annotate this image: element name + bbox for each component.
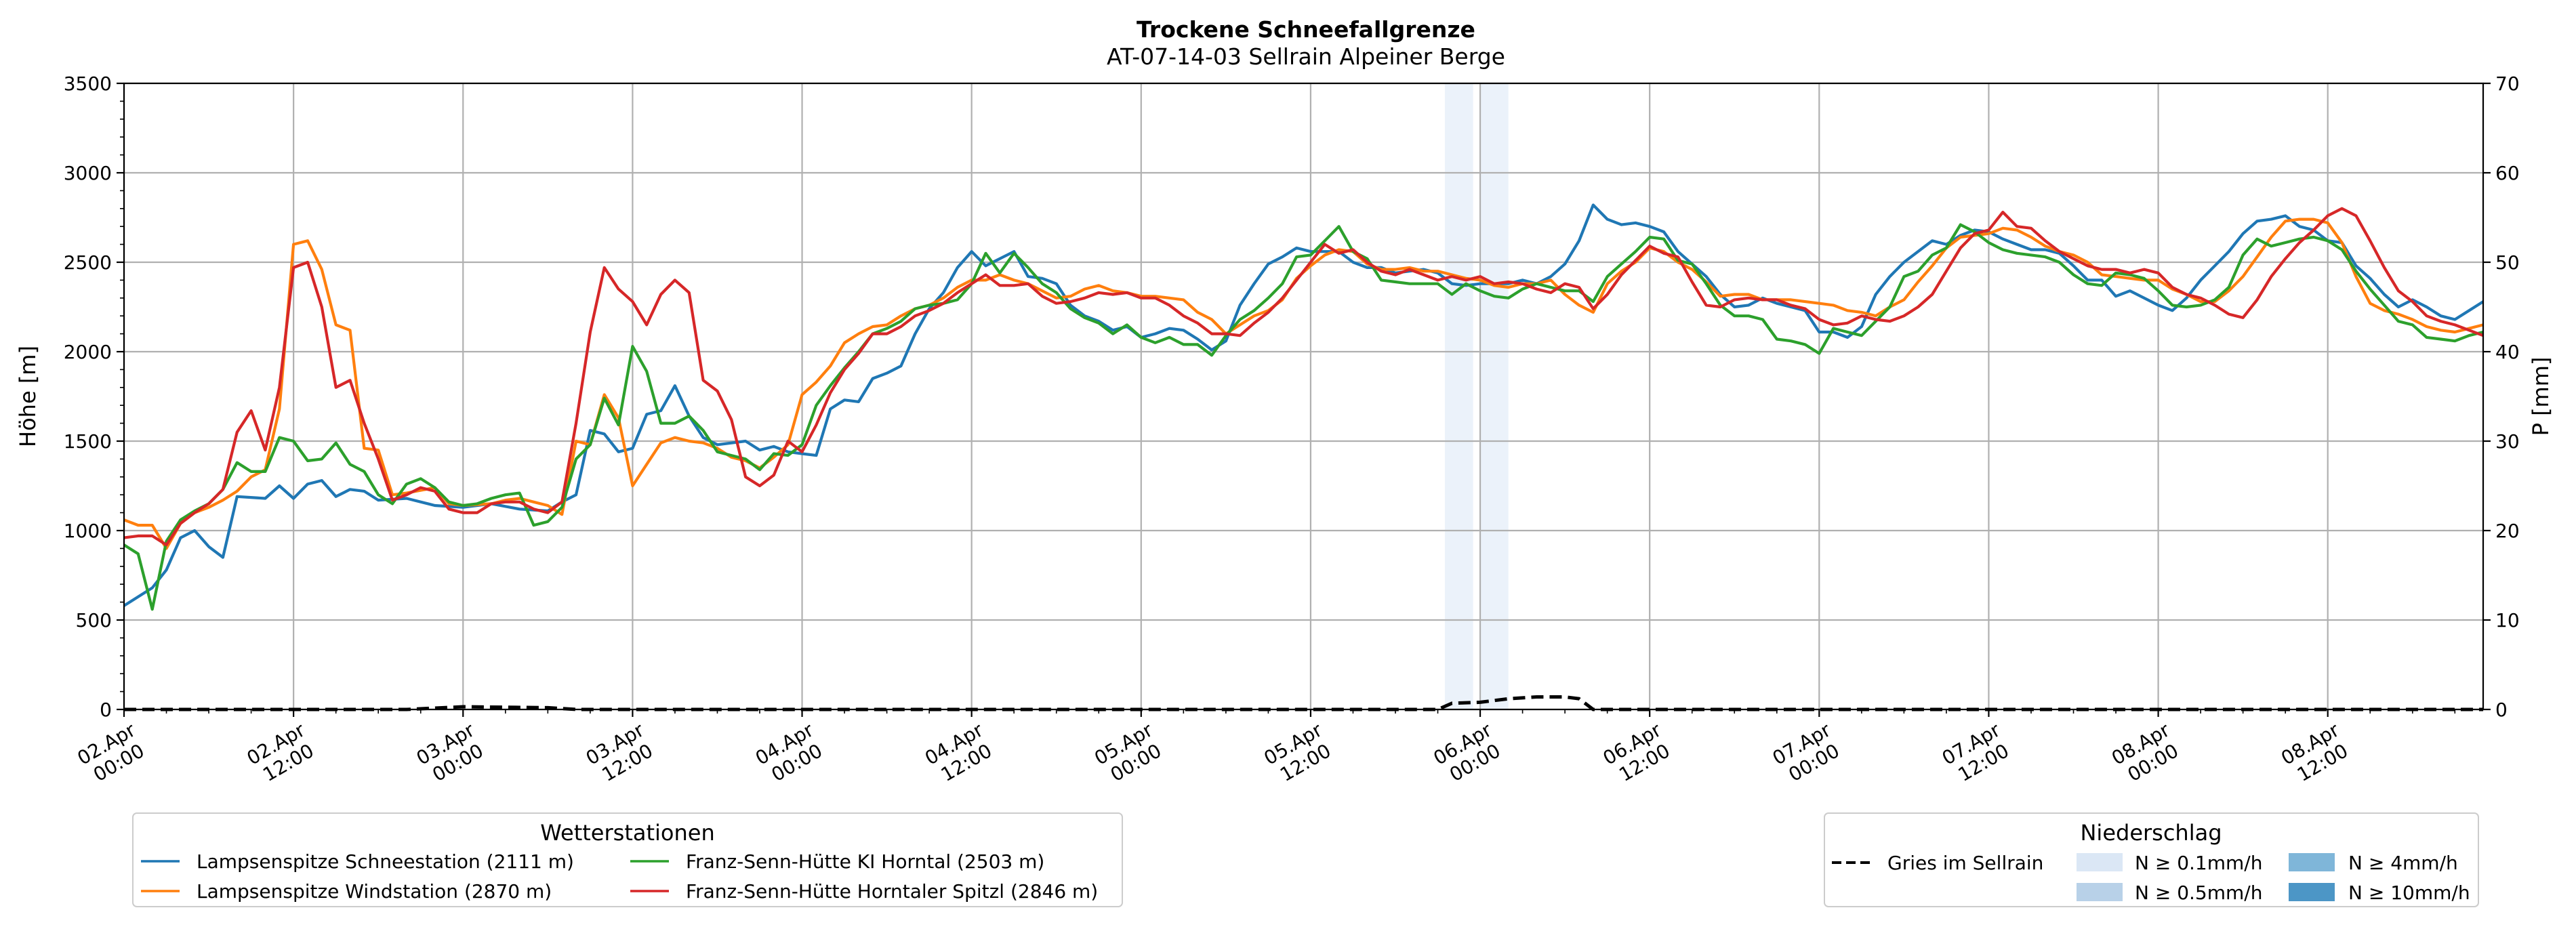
series-line-3 [123, 207, 2484, 547]
y-tick-label-2: 1000 [64, 520, 112, 542]
series-line-0 [123, 203, 2485, 607]
legend-label-n-0.1: N ≥ 0.1mm/h [2135, 852, 2262, 874]
legend-stations-title: Wetterstationen [540, 820, 714, 846]
legend-swatch-n-0.5 [2077, 883, 2123, 901]
y2-tick-label-1: 10 [2495, 609, 2520, 632]
y2-tick-label-7: 70 [2495, 73, 2520, 95]
chart-subtitle: AT-07-14-03 Sellrain Alpeiner Berge [1107, 43, 1505, 70]
legend-label-franz-senn-horntal: Franz-Senn-Hütte KI Horntal (2503 m) [686, 850, 1044, 873]
y-tick-label-3: 1500 [64, 430, 112, 453]
legend-stations: Wetterstationen Lampsenspitze Schneestat… [132, 812, 1123, 907]
legend-precipitation: Niederschlag Gries im Sellrain N ≥ 0.1mm… [1824, 812, 2479, 907]
series-line-2 [123, 223, 2484, 611]
legend-swatch-n-4 [2289, 853, 2335, 871]
precipitation-bands [1444, 83, 1509, 709]
y2-tick-label-3: 30 [2495, 430, 2520, 453]
legend-label-franz-senn-spitzl: Franz-Senn-Hütte Horntaler Spitzl (2846 … [686, 880, 1098, 903]
precip-band-0 [1444, 83, 1473, 709]
y-tick-label-6: 3000 [64, 162, 112, 184]
y-axis-label: Höhe [m] [15, 346, 41, 447]
legend-label-gries-im-sellrain: Gries im Sellrain [1887, 852, 2043, 874]
y-tick-label-4: 2000 [64, 341, 112, 363]
chart-title: Trockene Schneefallgrenze [1137, 16, 1475, 43]
plot-frame [123, 82, 2485, 711]
grid-lines [123, 82, 2483, 711]
y-tick-label-5: 2500 [64, 251, 112, 274]
legend-swatch-n-10 [2289, 883, 2335, 901]
y2-tick-label-0: 0 [2495, 699, 2508, 721]
axis-ticks: 0 500 1000 1500 2000 2500 3000 3500 0 10 20 30 40 50 6… [64, 73, 2520, 786]
legend-label-n-10: N ≥ 10mm/h [2348, 882, 2470, 904]
series-layer [123, 203, 2485, 711]
y2-tick-label-4: 40 [2495, 341, 2520, 363]
legend-label-n-4: N ≥ 4mm/h [2348, 852, 2458, 874]
legend-label-lampsenspitze-schneestation: Lampsenspitze Schneestation (2111 m) [197, 850, 574, 873]
series-line-1 [123, 218, 2484, 550]
y2-tick-label-6: 60 [2495, 162, 2520, 184]
legend-label-n-0.5: N ≥ 0.5mm/h [2135, 882, 2262, 904]
precip-band-1 [1480, 83, 1509, 709]
legend-label-lampsenspitze-windstation: Lampsenspitze Windstation (2870 m) [197, 880, 552, 903]
y-tick-label-1: 500 [76, 609, 112, 632]
y2-tick-label-2: 20 [2495, 520, 2520, 542]
y-tick-label-0: 0 [100, 699, 112, 721]
y2-tick-label-5: 50 [2495, 251, 2520, 274]
y-tick-label-7: 3500 [64, 73, 112, 95]
legend-stations-box [132, 812, 1123, 907]
y2-axis-label: P [mm] [2528, 357, 2554, 436]
precip-line-gries [124, 695, 2483, 711]
legend-swatch-n-0.1 [2077, 853, 2123, 871]
legend-precip-title: Niederschlag [2080, 820, 2222, 846]
